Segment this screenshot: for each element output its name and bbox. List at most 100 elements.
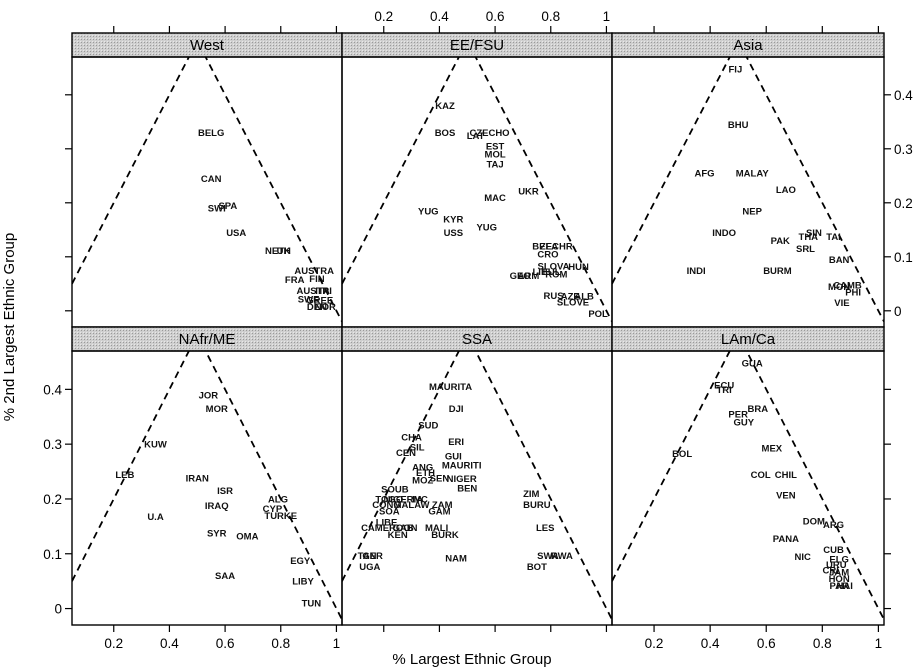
data-point-label: GEO — [510, 271, 531, 282]
x-tick-label: 0.8 — [813, 636, 832, 651]
data-point-label: SLOVE — [557, 298, 589, 309]
data-point-label: CHIL — [775, 470, 797, 481]
panel-strip — [341, 326, 613, 352]
data-point-label: ITA — [315, 286, 330, 297]
data-point-label: USA — [226, 228, 246, 239]
data-point-label: IVC — [412, 494, 428, 505]
y-tick-label: 0 — [54, 602, 62, 617]
data-point-label: RUS — [544, 291, 564, 302]
y-tick-label: 0.2 — [894, 196, 913, 211]
data-point-label: UK — [277, 246, 291, 257]
data-point-label: BELA — [532, 242, 558, 253]
x-tick-label: 0.2 — [104, 636, 123, 651]
data-point-label: AZE — [561, 292, 580, 303]
data-point-label: SUD — [418, 420, 438, 431]
data-point-label: MAURITA — [429, 382, 472, 393]
data-point-label: MALAW — [394, 500, 430, 511]
data-point-label: MAC — [484, 193, 506, 204]
data-point-label: SAA — [215, 571, 235, 582]
panel-asia: Asia FIJ BHU AFG MALAY LAO NEP INDO SIN TAI PAK THA… — [611, 32, 885, 328]
data-point-label: ALB — [574, 292, 594, 303]
data-point-label: FIN — [309, 274, 324, 285]
data-point-label: GUY — [733, 418, 754, 429]
data-point-label: U.A — [147, 512, 164, 523]
data-point-label: YUG — [476, 223, 497, 234]
data-point-label: UGA — [359, 562, 380, 573]
data-point-label: BURU — [523, 500, 551, 511]
data-point-label: SYR — [207, 528, 227, 539]
data-point-label: VIE — [834, 298, 849, 309]
y-tick-label: 0.3 — [894, 142, 913, 157]
data-point-label: SIN — [806, 228, 822, 239]
data-point-label: EGY — [290, 556, 311, 567]
x-tick-label: 0.6 — [486, 9, 505, 24]
data-point-label: DEN — [307, 302, 327, 313]
data-point-label: CHA — [401, 433, 422, 444]
data-point-label: MOL — [485, 150, 506, 161]
data-point-label: MAURITI — [442, 460, 482, 471]
data-point-label: KEN — [388, 530, 408, 541]
data-point-label: URU — [826, 560, 847, 571]
x-tick-label: 0.4 — [160, 636, 179, 651]
data-point-label: SOUB — [381, 485, 409, 496]
data-point-label: ISR — [217, 486, 233, 497]
data-point-label: CZECHO — [469, 128, 509, 139]
data-point-label: IRAQ — [205, 501, 229, 512]
data-point-label: IRAN — [186, 474, 209, 485]
x-tick-label: 0.4 — [701, 636, 720, 651]
y-tick-label: 0.2 — [43, 492, 62, 507]
data-point-label: BURK — [431, 530, 459, 541]
data-point-label: OMA — [236, 532, 258, 543]
data-point-label: HAI — [837, 581, 853, 592]
data-point-label: HUN — [568, 262, 589, 273]
data-point-label: DOM — [803, 516, 825, 527]
data-point-label: BURM — [763, 266, 792, 277]
x-tick-label: 0.2 — [374, 9, 393, 24]
data-point-label: LIBY — [292, 577, 314, 588]
data-point-label: BOS — [435, 128, 456, 139]
data-point-label: CAMEROON — [361, 523, 418, 534]
data-point-label: ROM — [545, 270, 567, 281]
data-point-label: LAO — [776, 185, 796, 196]
data-point-label: CONG — [372, 500, 401, 511]
data-point-label: ARG — [823, 520, 844, 531]
data-point-label: TOGO — [375, 494, 403, 505]
data-point-label: VEN — [776, 491, 796, 502]
data-point-label: GAB — [393, 523, 414, 534]
y-tick-label: 0.1 — [43, 547, 62, 562]
data-point-label: SIL — [410, 442, 425, 453]
panel-strip-label: EE/FSU — [450, 37, 504, 54]
data-point-label: COL — [751, 470, 771, 481]
data-point-label: BELG — [198, 128, 224, 139]
panel-frame — [611, 350, 885, 626]
data-point-label: BOL — [672, 449, 692, 460]
data-point-label: NIC — [794, 552, 811, 563]
data-point-label: CEN — [396, 448, 416, 459]
data-point-label: CYP — [263, 504, 283, 515]
data-point-label: KAZ — [435, 101, 455, 112]
x-tick-label: 0.2 — [645, 636, 664, 651]
data-point-label: LES — [536, 523, 554, 534]
data-point-label: MEX — [762, 443, 783, 454]
y-tick-label: 0 — [894, 304, 902, 319]
data-point-label: ECU — [714, 380, 734, 391]
data-point-label: NIGER — [447, 474, 477, 485]
x-tick-label: 0.6 — [757, 636, 776, 651]
panel-strip-label: West — [190, 37, 225, 54]
data-point-label: YUG — [418, 206, 439, 217]
data-point-label: GUI — [445, 452, 462, 463]
data-point-label: GUA — [742, 359, 763, 370]
data-point-label: KYR — [443, 215, 463, 226]
reference-triangle-line — [342, 351, 612, 620]
data-point-label: NETH — [265, 246, 291, 257]
data-point-label: POL — [588, 309, 608, 320]
x-tick-label: 1 — [333, 636, 341, 651]
x-tick-label: 1 — [875, 636, 883, 651]
data-point-label: HON — [829, 574, 850, 585]
data-point-label: THA — [799, 232, 819, 243]
x-tick-label: 0.8 — [541, 9, 560, 24]
data-point-label: SEN — [430, 474, 450, 485]
